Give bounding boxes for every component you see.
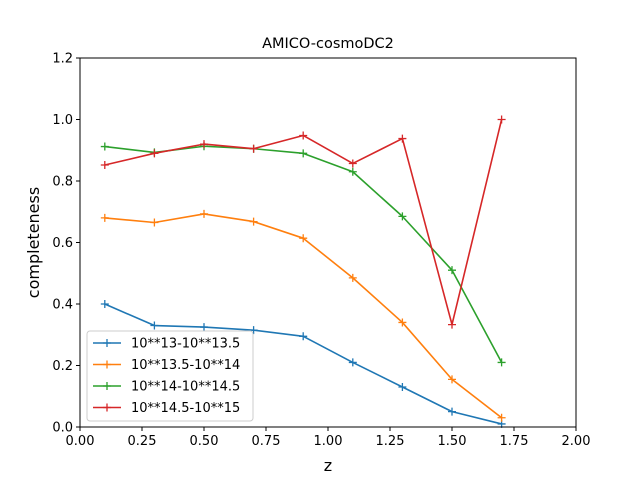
- data-point-marker: [200, 140, 208, 149]
- data-point-marker: [398, 212, 407, 221]
- data-point-marker: [348, 358, 357, 367]
- data-point-marker: [497, 413, 506, 422]
- data-point-marker: [100, 213, 109, 222]
- y-tick-label: 1.2: [52, 52, 73, 67]
- data-point-marker: [200, 323, 208, 332]
- x-tick-label: 0.50: [190, 434, 219, 449]
- data-point-marker: [249, 326, 258, 335]
- data-point-marker: [348, 159, 357, 168]
- legend-label: 10**14.5-10**15: [131, 401, 240, 416]
- data-point-marker: [448, 407, 456, 416]
- x-tick-label: 1.25: [376, 434, 405, 449]
- series-layer: [100, 115, 506, 428]
- data-point-marker: [100, 142, 109, 151]
- legend-marker: [103, 339, 111, 347]
- series-1: [100, 300, 506, 428]
- data-point-marker: [150, 321, 159, 330]
- data-point-marker: [100, 300, 109, 308]
- legend-marker: [103, 403, 111, 412]
- data-point-marker: [299, 131, 308, 140]
- data-point-marker: [497, 115, 506, 124]
- legend-item: 10**13-10**13.5: [93, 337, 240, 352]
- data-point-marker: [150, 218, 159, 227]
- data-point-marker: [299, 332, 308, 341]
- x-tick-label: 1.00: [314, 434, 343, 449]
- data-point-marker: [497, 358, 506, 367]
- legend-marker: [103, 382, 111, 390]
- x-axis: 0.00 0.25 0.50 0.75 1.00 1.25 1.50 1.75 2.00: [66, 427, 591, 449]
- data-point-marker: [200, 209, 208, 218]
- series-2: [100, 209, 506, 422]
- y-tick-label: 1.0: [52, 113, 73, 128]
- legend: 10**13-10**13.5 10**13.5-10**14 10**14-10*…: [86, 330, 254, 422]
- legend-label: 10**13-10**13.5: [131, 337, 240, 352]
- x-tick-label: 0.75: [252, 434, 281, 449]
- data-point-marker: [150, 149, 159, 158]
- data-point-marker: [398, 318, 407, 327]
- y-tick-label: 0.4: [52, 298, 73, 313]
- y-axis: 0.0 0.2 0.4 0.6 0.8 1.0 1.2: [52, 52, 80, 436]
- x-tick-label: 0.00: [66, 434, 95, 449]
- data-point-marker: [448, 375, 456, 384]
- x-tick-label: 2.00: [562, 434, 591, 449]
- data-point-marker: [299, 234, 308, 243]
- legend-item: 10**14-10**14.5: [93, 380, 240, 395]
- legend-box: [86, 330, 254, 422]
- series-4: [100, 115, 506, 329]
- data-point-marker: [448, 266, 456, 275]
- data-point-marker: [100, 161, 109, 170]
- data-point-marker: [249, 217, 258, 226]
- legend-label: 10**13.5-10**14: [131, 358, 240, 373]
- data-point-marker: [299, 149, 308, 158]
- x-tick-label: 0.25: [128, 434, 157, 449]
- y-tick-label: 0.0: [52, 421, 73, 436]
- x-tick-label: 1.75: [500, 434, 529, 449]
- data-point-marker: [348, 273, 357, 282]
- legend-marker: [103, 360, 111, 369]
- y-tick-label: 0.6: [52, 236, 73, 251]
- x-tick-label: 1.50: [438, 434, 467, 449]
- data-point-marker: [398, 383, 407, 392]
- legend-label: 10**14-10**14.5: [131, 380, 240, 395]
- legend-item: 10**13.5-10**14: [93, 358, 240, 373]
- y-axis-label: completeness: [24, 187, 43, 298]
- data-point-marker: [348, 167, 357, 176]
- data-point-marker: [448, 320, 456, 329]
- data-point-marker: [249, 144, 258, 153]
- data-point-marker: [398, 134, 407, 143]
- x-axis-label: z: [324, 456, 332, 475]
- chart-title: AMICO-cosmoDC2: [262, 36, 394, 52]
- legend-item: 10**14.5-10**15: [93, 401, 240, 416]
- y-tick-label: 0.2: [52, 359, 73, 374]
- y-tick-label: 0.8: [52, 175, 73, 190]
